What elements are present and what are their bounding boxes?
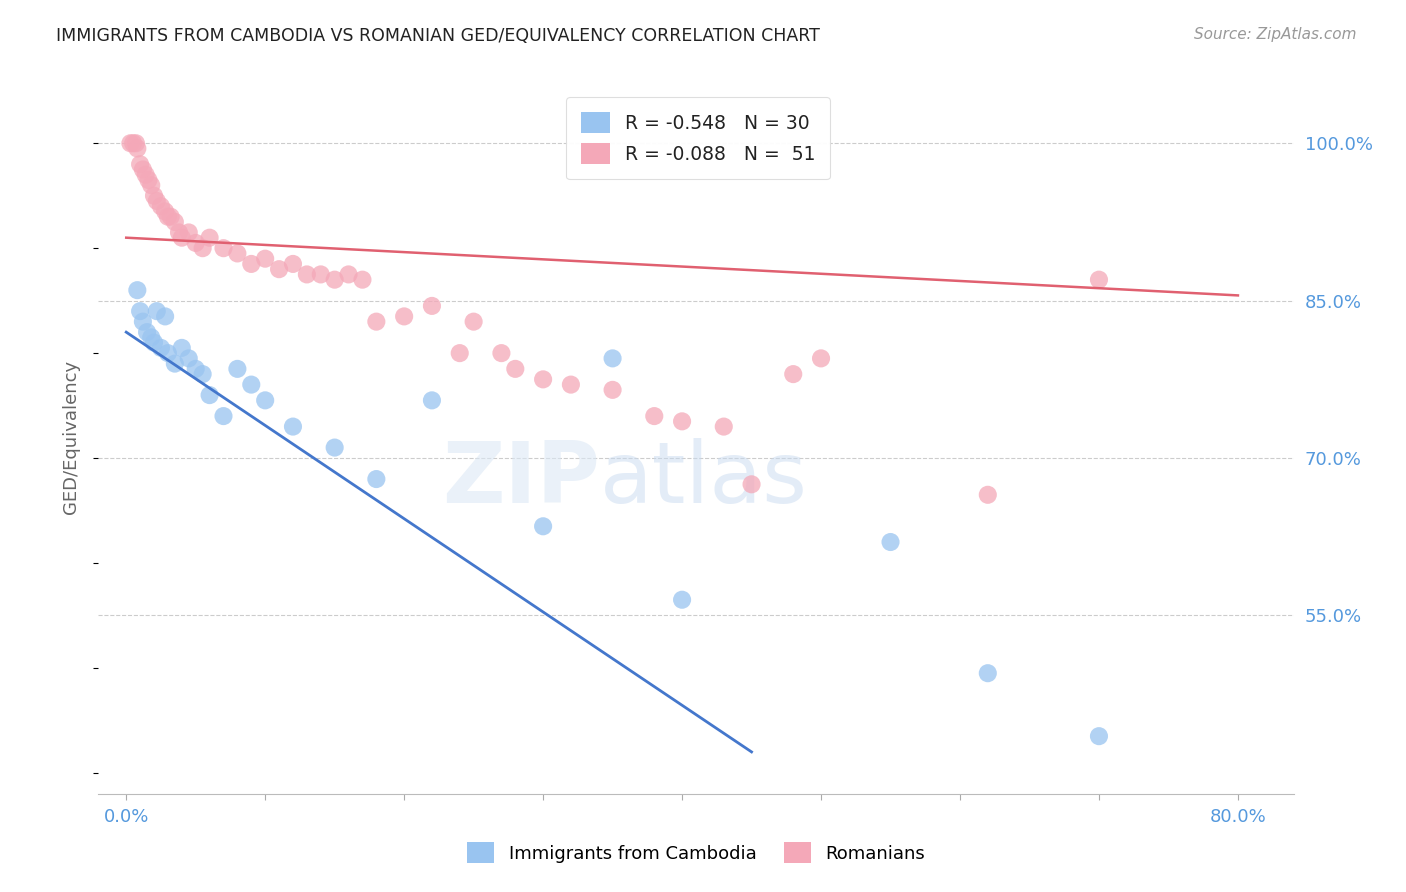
Point: [281, 257, 304, 271]
Point: [782, 367, 804, 381]
Point: [420, 393, 443, 408]
Point: [420, 299, 443, 313]
Point: [531, 372, 554, 386]
Point: [212, 409, 235, 423]
Point: [159, 210, 181, 224]
Point: [141, 178, 163, 193]
Point: [741, 477, 763, 491]
Y-axis label: GED/Equivalency: GED/Equivalency: [62, 360, 80, 514]
Point: [132, 315, 155, 329]
Point: [135, 168, 157, 182]
Text: IMMIGRANTS FROM CAMBODIA VS ROMANIAN GED/EQUIVALENCY CORRELATION CHART: IMMIGRANTS FROM CAMBODIA VS ROMANIAN GED…: [56, 27, 820, 45]
Point: [323, 441, 346, 455]
Point: [254, 393, 277, 408]
Point: [143, 188, 166, 202]
Point: [254, 252, 277, 266]
Point: [177, 351, 200, 366]
Point: [977, 666, 1000, 681]
Point: [713, 419, 735, 434]
Point: [505, 362, 527, 376]
Point: [352, 273, 374, 287]
Point: [127, 283, 149, 297]
Point: [163, 215, 186, 229]
Point: [184, 362, 207, 376]
Point: [449, 346, 471, 360]
Point: [129, 157, 152, 171]
Point: [392, 310, 415, 324]
Point: [120, 136, 142, 151]
Point: [138, 173, 160, 187]
Legend: Immigrants from Cambodia, Romanians: Immigrants from Cambodia, Romanians: [460, 835, 932, 871]
Point: [177, 226, 200, 240]
Point: [810, 351, 832, 366]
Point: [309, 268, 332, 282]
Point: [149, 341, 172, 355]
Point: [323, 273, 346, 287]
Point: [560, 377, 582, 392]
Point: [337, 268, 360, 282]
Text: Source: ZipAtlas.com: Source: ZipAtlas.com: [1194, 27, 1357, 42]
Point: [129, 304, 152, 318]
Point: [602, 351, 624, 366]
Point: [127, 141, 149, 155]
Point: [366, 472, 388, 486]
Point: [240, 257, 263, 271]
Text: atlas: atlas: [600, 438, 808, 522]
Point: [191, 241, 214, 255]
Point: [463, 315, 485, 329]
Point: [977, 488, 1000, 502]
Point: [531, 519, 554, 533]
Point: [143, 335, 166, 350]
Point: [156, 210, 179, 224]
Point: [366, 315, 388, 329]
Point: [149, 199, 172, 213]
Point: [156, 346, 179, 360]
Text: ZIP: ZIP: [443, 438, 600, 522]
Point: [132, 162, 155, 177]
Point: [146, 194, 169, 208]
Point: [1088, 273, 1111, 287]
Point: [240, 377, 263, 392]
Point: [184, 235, 207, 250]
Point: [198, 388, 221, 402]
Point: [671, 592, 693, 607]
Point: [281, 419, 304, 434]
Point: [146, 304, 169, 318]
Point: [153, 310, 176, 324]
Point: [167, 226, 190, 240]
Point: [643, 409, 665, 423]
Point: [226, 246, 249, 260]
Point: [226, 362, 249, 376]
Point: [153, 204, 176, 219]
Point: [879, 535, 901, 549]
Point: [125, 136, 148, 151]
Point: [141, 330, 163, 344]
Point: [191, 367, 214, 381]
Point: [1088, 729, 1111, 743]
Point: [602, 383, 624, 397]
Point: [122, 136, 145, 151]
Point: [163, 357, 186, 371]
Point: [136, 325, 159, 339]
Point: [295, 268, 318, 282]
Point: [170, 341, 193, 355]
Point: [212, 241, 235, 255]
Point: [198, 230, 221, 244]
Point: [671, 414, 693, 428]
Point: [267, 262, 290, 277]
Point: [491, 346, 513, 360]
Point: [170, 230, 193, 244]
